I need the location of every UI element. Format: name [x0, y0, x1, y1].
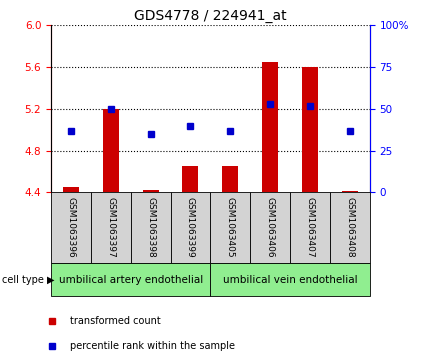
- Bar: [63, 187, 79, 192]
- Text: GSM1063406: GSM1063406: [266, 197, 275, 258]
- Bar: [342, 191, 358, 192]
- Text: GSM1063408: GSM1063408: [346, 197, 354, 258]
- Bar: [330, 192, 370, 263]
- Title: GDS4778 / 224941_at: GDS4778 / 224941_at: [134, 9, 287, 23]
- Text: GSM1063407: GSM1063407: [306, 197, 314, 258]
- Bar: [170, 192, 210, 263]
- Bar: [51, 192, 91, 263]
- Text: percentile rank within the sample: percentile rank within the sample: [70, 341, 235, 351]
- Text: cell type ▶: cell type ▶: [2, 274, 55, 285]
- Text: GSM1063396: GSM1063396: [66, 197, 75, 258]
- Bar: [290, 192, 330, 263]
- Bar: [103, 109, 119, 192]
- Bar: [51, 263, 210, 296]
- Text: umbilical artery endothelial: umbilical artery endothelial: [59, 274, 203, 285]
- Bar: [262, 62, 278, 192]
- Text: umbilical vein endothelial: umbilical vein endothelial: [223, 274, 357, 285]
- Bar: [182, 166, 198, 192]
- Text: GSM1063405: GSM1063405: [226, 197, 235, 258]
- Bar: [250, 192, 290, 263]
- Text: GSM1063398: GSM1063398: [146, 197, 155, 258]
- Bar: [302, 67, 318, 192]
- Bar: [210, 263, 370, 296]
- Text: GSM1063397: GSM1063397: [106, 197, 115, 258]
- Bar: [222, 166, 238, 192]
- Bar: [91, 192, 131, 263]
- Bar: [143, 190, 159, 192]
- Text: transformed count: transformed count: [70, 316, 161, 326]
- Bar: [210, 192, 250, 263]
- Text: GSM1063399: GSM1063399: [186, 197, 195, 258]
- Bar: [131, 192, 170, 263]
